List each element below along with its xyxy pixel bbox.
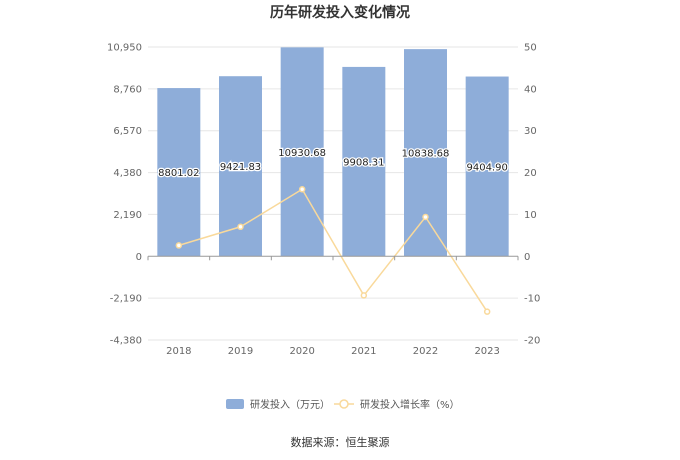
legend-line-marker[interactable] [339,399,349,409]
growth-point-2021[interactable] [360,292,368,299]
growth-line [178,188,488,313]
growth-point-2023[interactable] [483,308,491,315]
growth-point-2020[interactable] [298,186,306,193]
bar-2023[interactable] [465,76,509,257]
bar-2021[interactable] [342,66,386,257]
bar-2022[interactable] [404,49,447,257]
y-right-tick-label: 10 [524,210,537,221]
growth-point-2018[interactable] [175,242,183,249]
y-right-tick-label: 20 [524,168,537,179]
bar-data-label: 10930.68 [278,148,326,159]
y-left-tick-label: 8,760 [113,84,142,95]
bar-2018[interactable] [157,88,201,257]
legend-line-label[interactable]: 研发投入增长率（%） [360,398,460,411]
bar-series: 8801.02 9421.83 10930.68 9908.31 10838.68 940… [157,47,509,257]
x-tick-label: 2020 [289,346,314,357]
legend-bar-swatch[interactable] [226,399,244,409]
y-right-tick-label: -20 [524,336,540,347]
x-tick-label: 2023 [474,346,499,357]
x-tick-label: 2021 [351,346,376,357]
bar-data-label: 9404.90 [466,162,507,173]
y-left-tick-label: 6,570 [113,126,142,137]
y-right-tick-label: 50 [524,43,537,54]
y-right-tick-label: 40 [524,84,537,95]
legend-bar-label[interactable]: 研发投入（万元） [250,398,330,411]
y-axis-right: -20 -10 0 10 20 30 40 50 [524,43,540,347]
y-left-tick-label: 2,190 [113,210,142,221]
data-source: 数据来源：恒生聚源 [291,435,390,449]
y-axis-left: -4,380 -2,190 0 2,190 4,380 6,570 8,760 10,950 [107,43,142,347]
y-left-tick-label: 4,380 [113,168,142,179]
x-tick-label: 2022 [413,346,438,357]
bar-data-label: 9908.31 [343,158,384,169]
legend[interactable]: 研发投入（万元） 研发投入增长率（%） [226,398,460,411]
growth-point-2019[interactable] [237,223,244,231]
grid-lines [148,46,518,341]
x-tick-label: 2018 [166,346,191,357]
x-tick-label: 2019 [228,346,253,357]
y-right-tick-label: 0 [524,252,530,263]
y-right-tick-label: -10 [524,294,540,305]
y-left-tick-label: -4,380 [110,336,142,347]
bar-data-label: 8801.02 [158,168,199,179]
chart-title: 历年研发投入变化情况 [270,4,410,21]
y-left-tick-label: 0 [136,252,142,263]
y-right-tick-label: 30 [524,126,537,137]
x-axis: 2018 2019 2020 2021 2022 2023 [147,255,519,357]
line-series [175,186,491,315]
growth-point-2022[interactable] [422,213,429,221]
y-left-tick-label: 10,950 [107,43,142,54]
y-left-tick-label: -2,190 [110,294,142,305]
bar-2020[interactable] [280,47,324,257]
bar-data-label: 9421.83 [220,162,261,173]
bar-data-label: 10838.68 [402,149,450,160]
